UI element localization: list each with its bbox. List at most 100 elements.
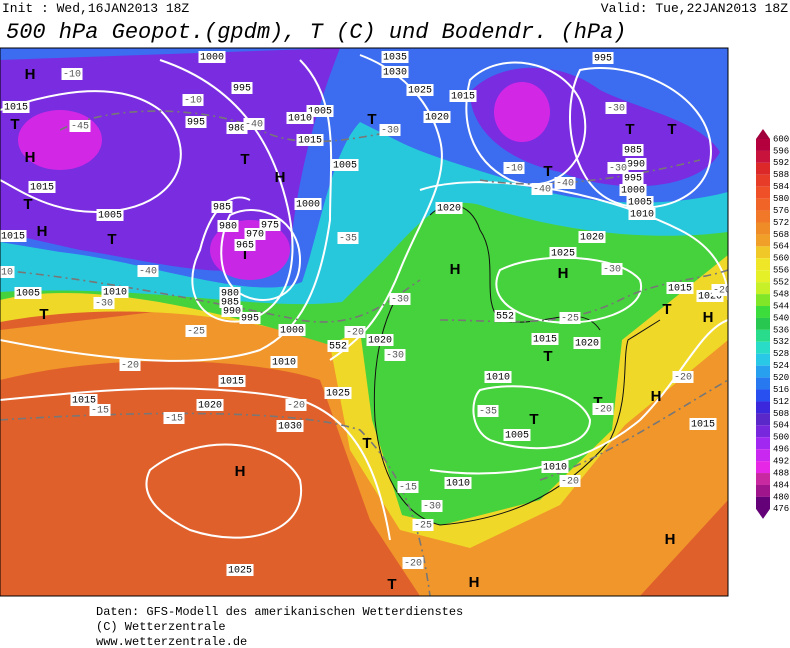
colorbar-label: 596 — [773, 146, 789, 156]
colorbar-label: 480 — [773, 492, 789, 502]
label-box — [402, 557, 424, 569]
isobar-label: 1005 — [16, 289, 40, 300]
label-box — [331, 159, 359, 171]
isobar-label: 1005 — [628, 198, 652, 209]
colorbar-label: 568 — [773, 230, 789, 240]
temperature-label: -40 — [533, 185, 551, 196]
isobar-label: 975 — [261, 221, 279, 232]
isobar-label: 1015 — [220, 377, 244, 388]
isobar-label: 1005 — [308, 107, 332, 118]
colorbar-swatch — [756, 437, 770, 450]
isobar-label: 1020 — [437, 204, 461, 215]
isobar-label: 985 — [624, 146, 642, 157]
colorbar-label: 584 — [773, 182, 789, 192]
label-box — [379, 124, 401, 136]
isobar-label: 995 — [241, 314, 259, 325]
colorbar-swatch — [756, 150, 770, 163]
temperature-label: -20 — [594, 405, 612, 416]
temperature-label: -20 — [346, 328, 364, 339]
temperature-label: -35 — [339, 234, 357, 245]
label-box — [221, 305, 243, 317]
isobar-label: 552 — [496, 312, 514, 323]
label-box — [296, 134, 324, 146]
isobar-label: 965 — [236, 241, 254, 252]
colorbar-swatch — [756, 246, 770, 259]
label-box — [592, 403, 614, 415]
pressure-center: T — [387, 576, 396, 593]
colorbar-label: 552 — [773, 278, 789, 288]
colorbar-label: 508 — [773, 409, 789, 419]
isobar-label: 1015 — [1, 232, 25, 243]
label-box — [217, 220, 239, 232]
label-box — [607, 162, 629, 174]
pressure-center: T — [529, 411, 538, 428]
label-box — [286, 112, 314, 124]
isobar-label: 995 — [187, 118, 205, 129]
colorbar-swatch — [756, 129, 770, 139]
pressure-center: T — [662, 301, 671, 318]
colorbar-swatch — [756, 389, 770, 402]
label-box — [294, 198, 322, 210]
label-box — [389, 293, 411, 305]
colorbar-swatch — [756, 413, 770, 426]
label-box — [619, 184, 647, 196]
isobar-label: 970 — [246, 230, 264, 241]
label-box — [198, 51, 226, 63]
colorbar-label: 524 — [773, 361, 789, 371]
label-box — [96, 209, 124, 221]
label-box — [503, 429, 531, 441]
pressure-center: T — [367, 111, 376, 128]
isobar-label: 980 — [221, 289, 239, 300]
temperature-label: -30 — [607, 104, 625, 115]
temperature-label: -15 — [91, 406, 109, 417]
colorbar-swatch — [756, 210, 770, 223]
field-purple — [0, 48, 340, 271]
temperature-label: -10 — [505, 164, 523, 175]
label-box — [270, 356, 298, 368]
label-box — [381, 51, 409, 63]
colorbar-swatch — [756, 270, 770, 283]
temperature-label: -10 — [0, 268, 13, 279]
temperature-label: -30 — [609, 164, 627, 175]
colorbar-swatch — [756, 461, 770, 474]
isobar-label: 990 — [223, 307, 241, 318]
colorbar-label: 548 — [773, 289, 789, 299]
pressure-center: H — [25, 66, 36, 83]
colorbar-label: 544 — [773, 301, 789, 311]
pressure-center: T — [593, 394, 602, 411]
colorbar-label: 492 — [773, 456, 789, 466]
colorbar-label: 476 — [773, 504, 789, 514]
colorbar-label: 536 — [773, 325, 789, 335]
label-box — [119, 359, 141, 371]
temperature-label: -40 — [245, 120, 263, 131]
isobar-label: 1000 — [280, 326, 304, 337]
isobar-label: 1010 — [446, 479, 470, 490]
pressure-center: H — [469, 574, 480, 591]
label-box — [234, 239, 256, 251]
colorbar-label: 488 — [773, 468, 789, 478]
label-box — [622, 144, 644, 156]
label-box — [344, 326, 366, 338]
isobar-label: 1020 — [198, 401, 222, 412]
label-box — [276, 420, 304, 432]
colorbar-swatch — [756, 425, 770, 438]
label-box — [666, 282, 694, 294]
colorbar-label: 484 — [773, 480, 789, 490]
isobar-label: 1015 — [72, 396, 96, 407]
label-box — [435, 202, 463, 214]
label-box — [689, 418, 717, 430]
temperature-label: -30 — [381, 126, 399, 137]
temperature-label: -30 — [95, 299, 113, 310]
colorbar-label: 532 — [773, 337, 789, 347]
temperature-label: -20 — [674, 373, 692, 384]
colorbar-swatch — [756, 306, 770, 318]
temperature-label: -20 — [121, 361, 139, 372]
label-box — [622, 172, 644, 184]
label-box — [243, 118, 265, 130]
temperature-label: -40 — [556, 179, 574, 190]
isobar-label: 985 — [221, 298, 239, 309]
temperature-label: -10 — [63, 70, 81, 81]
pressure-center: H — [450, 261, 461, 278]
label-box — [601, 263, 623, 275]
